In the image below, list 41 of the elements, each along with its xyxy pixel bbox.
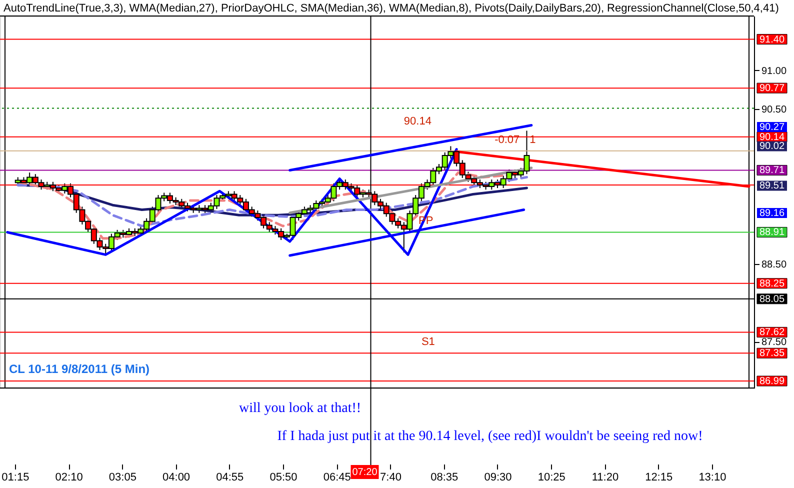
y-tick-label: 87.50 [762,337,787,348]
ref-line-label: 07:20 [352,467,378,478]
annotation: 90.02 [759,141,785,152]
text: will you look at that!! [238,401,362,416]
ref-line-label: 86.99 [759,376,785,388]
x-tick-label: 01:15 [2,472,30,484]
annotation: 1 [530,134,536,146]
text: If I hada just put it at the 90.14 level, (see red)I wouldn't be seeing red now! [277,429,703,444]
chart-title: AutoTrendLine(True,3,3), WMA(Median,27), PriorDayOHLC, SMA(Median,36), WMA(Median,8), Pivots(Daily,DailyBars,20), RegressionChannel(Close,50,4,41) [4,2,779,14]
ref-line-label: 87.62 [759,327,785,338]
text: CL 10-11 9/8/2011 (5 Min) [9,362,150,376]
x-tick-label: 08:35 [430,472,458,484]
annotation: 90.14 [404,115,432,128]
text: 90.27 [759,122,785,133]
ref-line-label: 90.14 [759,132,785,143]
ref-line-label: 88.05 [759,294,785,305]
x-tick-label: 02:10 [55,472,83,484]
ref-line-label: 88.91 [759,227,785,238]
annotation: S1 [421,336,435,348]
x-tick-label: 7:40 [380,472,402,484]
y-tick-label: 88.50 [762,260,787,270]
x-tick-label: 13:10 [698,472,726,484]
ref-line-label: 87.35 [759,348,785,360]
x-tick-label: 09:30 [484,472,512,484]
x-tick-label: 03:05 [108,472,136,484]
y-tick-label: 90.50 [762,104,787,116]
annotation: -0.07 [494,134,520,146]
y-tick-label: 91.00 [762,66,787,77]
x-tick-label: 11:20 [592,472,619,484]
annotation: 89.51 [759,180,785,192]
x-tick-label: 10:25 [538,472,566,484]
x-tick-label: 04:55 [216,472,244,484]
ref-line-label: 89.71 [759,165,785,176]
ref-line-label: 88.25 [759,278,785,290]
text: 89.16 [759,208,785,219]
x-tick-label: 06:45 [323,472,351,484]
x-tick-label: 12:15 [645,472,673,484]
ref-line-label: 90.77 [759,83,785,94]
x-tick-label: 05:50 [270,472,298,484]
x-tick-label: 04:00 [162,472,190,484]
ref-line-label: 91.40 [759,34,785,46]
